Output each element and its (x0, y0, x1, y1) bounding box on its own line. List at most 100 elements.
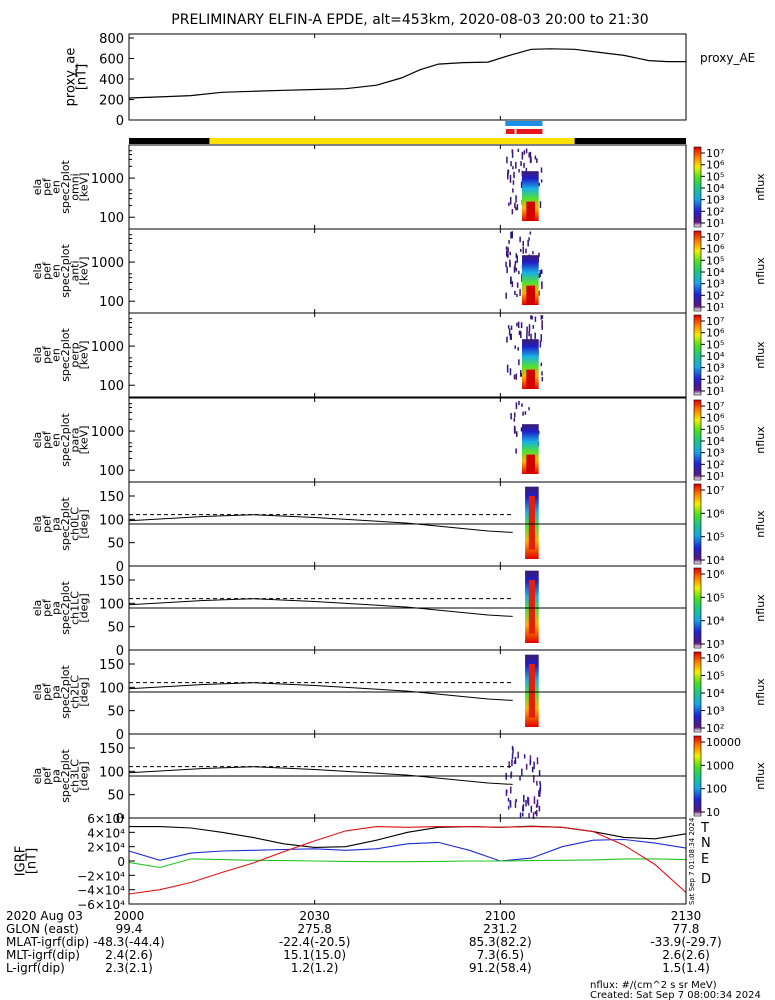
flux-pixel (513, 425, 516, 434)
flux-core (526, 201, 535, 222)
footer-value: 77.8 (673, 922, 700, 936)
flux-pixel (541, 326, 543, 330)
ae-ytick-label: 800 (99, 32, 124, 47)
spectrogram-panel-omni: 1000100elapefenspec2plotomni[keV]10⁷10⁶1… (31, 144, 767, 230)
ylabel-line: ela (31, 179, 44, 196)
flux-pixel (520, 427, 523, 432)
spectrogram-panel-perp: 1000100elapefenspec2plotperp[keV]10⁷10⁶1… (31, 312, 767, 398)
flux-pixel (538, 182, 540, 187)
ylabel-line: [keV] (78, 173, 91, 202)
energy-ytick-label: 1000 (91, 256, 124, 271)
pa-flux-pixel (510, 771, 513, 775)
colorbar-label: nflux (754, 594, 767, 622)
flux-pixel (538, 252, 540, 257)
pa-flux-pixel (535, 804, 538, 808)
colorbar-tick-label: 10⁴ (706, 182, 725, 195)
ylabel-line: proxy_ae (64, 48, 79, 107)
colorbar-tick-label: 1000 (706, 759, 734, 772)
footer-value: 2100 (485, 909, 516, 923)
pa-flux-pixel (514, 756, 517, 765)
ae-panel: 0 200 400 600 800 proxy_ae[nT] proxy_AE (64, 32, 756, 129)
flux-pixel (511, 281, 514, 288)
flux-pixel (510, 413, 512, 420)
flux-pixel (513, 412, 516, 418)
flux-pixel (520, 248, 522, 252)
pa-flux-pixel (521, 768, 523, 776)
flux-pixel (526, 326, 528, 334)
pa-flux-pixel (505, 789, 508, 794)
flux-pixel (520, 332, 522, 339)
colorbar-tick-label: 10⁷ (706, 484, 724, 497)
pa-flux-pixel (532, 775, 535, 783)
footer-value: 1.2(1.2) (291, 961, 339, 975)
flux-pixel (506, 156, 508, 164)
footer-value: 99.4 (116, 922, 143, 936)
pa-flux-pixel (536, 757, 539, 761)
flux-pixel (513, 266, 516, 273)
flux-pixel (539, 340, 542, 348)
flux-pixel (508, 202, 510, 206)
pa-flux-pixel (511, 753, 514, 760)
flux-pixel (515, 253, 518, 258)
flux-pixel (515, 195, 517, 203)
ylabel-line: en (50, 433, 63, 447)
flux-pixel (516, 282, 519, 288)
flux-pixel (522, 246, 525, 254)
colorbar (693, 399, 702, 481)
footer-value: 1.5(1.4) (662, 961, 710, 975)
flux-pixel (507, 170, 509, 176)
flux-pixel (511, 150, 514, 158)
pa-ytick-label: 150 (99, 574, 124, 589)
ylabel-line: pef (40, 514, 53, 533)
flux-pixel (520, 181, 523, 189)
pa-ylabel: elapefpaspec2plotch3LC[deg] (31, 749, 91, 803)
colorbar-tick-label: 10⁵ (706, 254, 724, 267)
colorbar-tick-label: 10⁴ (706, 350, 725, 363)
flux-pixel (514, 202, 516, 209)
colorbar (693, 735, 702, 817)
flux-pixel (540, 167, 543, 173)
igrf-ytick-label: −4×10⁴ (77, 884, 125, 898)
flux-pixel (509, 251, 511, 256)
flux-pixel (509, 368, 512, 376)
flux-pixel (517, 321, 520, 329)
flux-pixel (540, 334, 543, 342)
flux-pixel (510, 276, 512, 283)
flux-pixel (518, 270, 520, 275)
ylabel-line: ch0LC (68, 507, 81, 541)
flux-pixel (516, 431, 518, 437)
flux-pixel (534, 332, 536, 339)
flux-pixel (534, 155, 537, 160)
flux-pixel (518, 359, 520, 366)
flux-pixel (507, 253, 509, 258)
pa-flux-pixel (538, 770, 541, 776)
flux-pixel (529, 151, 532, 158)
colorbar-tick-label: 10 (706, 806, 720, 819)
spectrogram-ylabel: elapefenspec2plotanti[keV] (31, 244, 91, 298)
pa-flux-pixel (523, 754, 526, 759)
footer-row-label: MLAT-igrf(dip) (6, 935, 89, 949)
flux-pixel (529, 231, 532, 235)
flux-pixel (528, 237, 530, 241)
flux-pixel (527, 240, 529, 247)
flux-pixel (534, 316, 537, 322)
spectrogram-panel-para: 1000100elapefenspec2plotpara[keV]10⁷10⁶1… (31, 397, 767, 483)
ylabel-line: ela (31, 600, 44, 617)
pa-panel-ch3LC: 0 50 100 150 elapefpaspec2plotch3LC[deg] 1000… (31, 733, 767, 827)
loss-cone-line (128, 514, 513, 533)
figure-title: PRELIMINARY ELFIN-A EPDE, alt=453km, 202… (171, 12, 648, 28)
pa-flux-pixel (523, 794, 525, 803)
flux-pixel (528, 324, 531, 332)
colorbar-tick-label: 10⁶ (706, 243, 725, 256)
loss-cone-line (128, 766, 513, 785)
ae-ytick-label: 0 (116, 114, 124, 129)
pa-ytick-label: 150 (99, 490, 124, 505)
colorbar-tick-label: 10⁵ (706, 670, 724, 683)
igrf-legend-T: T (700, 821, 709, 836)
flux-core (526, 369, 535, 390)
footer-value: 2.4(2.6) (105, 948, 153, 962)
pa-flux-pixel (514, 800, 517, 808)
colorbar-tick-label: 10³ (706, 447, 724, 460)
energy-ytick-label: 100 (99, 211, 124, 226)
